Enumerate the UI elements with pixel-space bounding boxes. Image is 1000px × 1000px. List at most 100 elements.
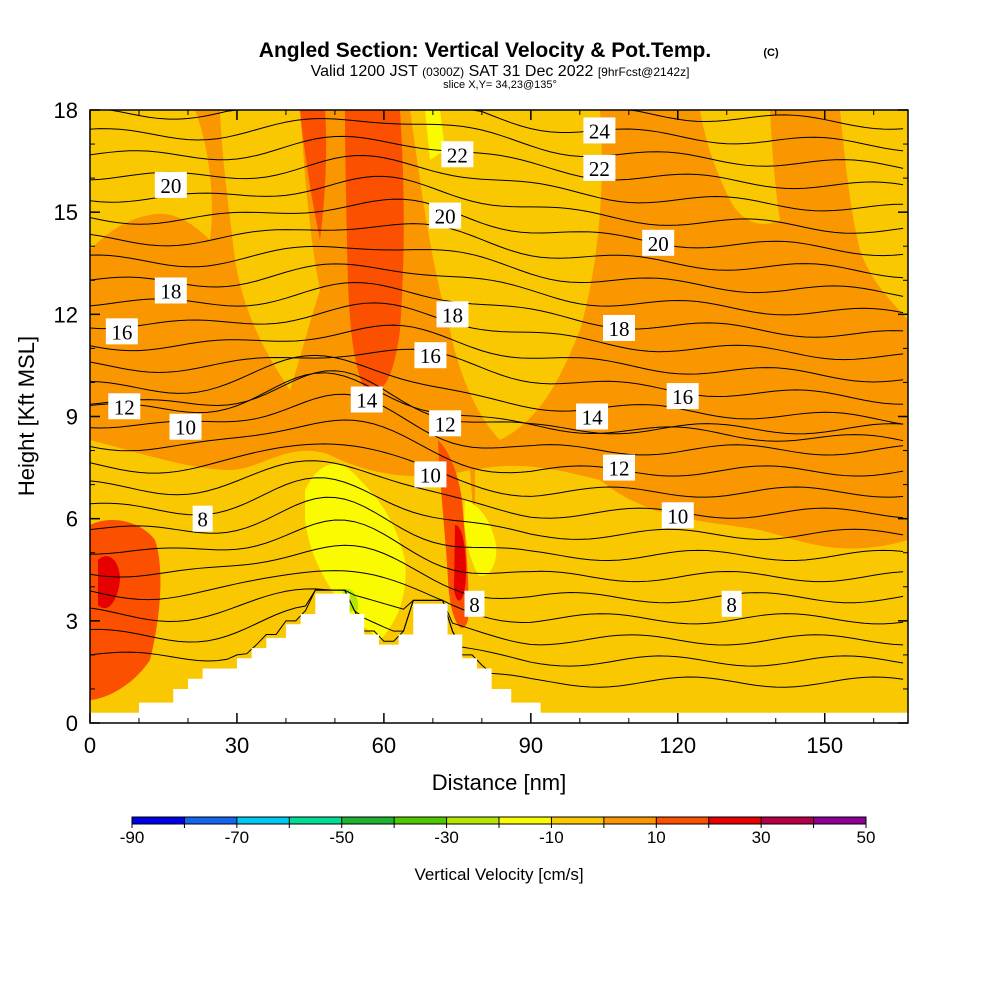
contour-label-box bbox=[105, 318, 138, 345]
pot-temp-isoline bbox=[90, 419, 904, 477]
colorbar-segment bbox=[446, 817, 500, 824]
x-axis-label: Distance [nm] bbox=[432, 770, 567, 795]
contour-label-box bbox=[414, 342, 447, 369]
colorbar-tick-label: 50 bbox=[857, 828, 876, 847]
contour-label-box bbox=[169, 413, 202, 440]
x-axis: 0 30 60 90 120 150 bbox=[84, 110, 875, 758]
contour-label: 18 bbox=[160, 279, 181, 303]
contour-label: 20 bbox=[648, 232, 669, 256]
pot-temp-isoline bbox=[90, 589, 904, 667]
contour-label-box bbox=[603, 454, 636, 481]
colorbar-segment bbox=[603, 817, 657, 824]
colorbar-segment bbox=[132, 817, 185, 824]
y-tick-label: 12 bbox=[54, 302, 78, 327]
contour-label-box bbox=[414, 461, 447, 488]
pot-temp-isoline bbox=[90, 519, 904, 583]
x-tick-label: 120 bbox=[659, 733, 696, 758]
downdraft-region bbox=[464, 500, 497, 576]
contour-label: 14 bbox=[356, 388, 378, 412]
contour-label-box bbox=[603, 314, 636, 341]
pot-temp-isoline bbox=[90, 443, 904, 498]
x-tick-label: 90 bbox=[519, 733, 543, 758]
pot-temp-isoline bbox=[90, 354, 904, 425]
pot-temp-isoline bbox=[90, 348, 904, 405]
updraft-region bbox=[345, 110, 404, 392]
contour-label: 10 bbox=[175, 416, 196, 440]
pot-temp-isoline bbox=[90, 263, 904, 316]
pot-temp-isoline bbox=[90, 282, 904, 338]
contour-label: 22 bbox=[447, 143, 468, 167]
colorbar-segment bbox=[551, 817, 605, 824]
downdraft-region bbox=[305, 463, 406, 640]
updraft-region bbox=[300, 110, 327, 240]
contour-label: 20 bbox=[435, 205, 456, 229]
y-tick-label: 0 bbox=[66, 711, 78, 736]
contour-labels: 2422222020201818181616161414121212101010… bbox=[105, 117, 742, 617]
y-tick-label: 3 bbox=[66, 609, 78, 634]
colorbar-tick-label: 10 bbox=[647, 828, 666, 847]
pot-temp-isoline bbox=[90, 372, 904, 442]
contour-label-box bbox=[350, 386, 383, 413]
contour-label-box bbox=[464, 590, 485, 617]
colorbar-segment bbox=[813, 817, 867, 824]
colorbar-tick-label: -50 bbox=[329, 828, 354, 847]
pot-temp-isoline bbox=[90, 588, 904, 646]
contour-label: 12 bbox=[609, 457, 630, 481]
pot-temp-isoline bbox=[90, 154, 904, 212]
pot-temp-isoline bbox=[90, 324, 904, 383]
pot-temp-isoline bbox=[90, 118, 904, 169]
pot-temp-isoline bbox=[90, 496, 904, 562]
pot-temp-isoline bbox=[90, 544, 904, 604]
contour-label: 16 bbox=[672, 385, 693, 409]
pot-temp-isoline bbox=[90, 589, 904, 688]
contour-label-box bbox=[666, 383, 699, 410]
colorbar-tick-label: -30 bbox=[434, 828, 459, 847]
contour-label: 10 bbox=[420, 463, 441, 487]
colorbar-tick-label: 30 bbox=[752, 828, 771, 847]
pot-temp-isoline bbox=[90, 198, 904, 257]
contour-label-box bbox=[429, 202, 462, 229]
y-tick-label: 6 bbox=[66, 507, 78, 532]
pot-temp-contours bbox=[90, 110, 904, 688]
colorbar-segment bbox=[394, 817, 447, 824]
pot-temp-isoline bbox=[90, 175, 904, 234]
colorbar-segment bbox=[341, 817, 395, 824]
chart-title: Angled Section: Vertical Velocity & Pot.… bbox=[259, 39, 711, 62]
contour-label: 18 bbox=[609, 317, 630, 341]
x-tick-label: 30 bbox=[225, 733, 249, 758]
pot-temp-isoline bbox=[90, 570, 904, 625]
pot-temp-isoline bbox=[90, 302, 904, 361]
pot-temp-isoline bbox=[90, 110, 904, 152]
pot-temp-isoline bbox=[90, 110, 904, 130]
colorbar: -90 -70 -50 -30 -10 10 30 50 bbox=[120, 816, 876, 847]
y-axis-label: Height [Kft MSL] bbox=[14, 336, 39, 496]
contour-label: 8 bbox=[197, 508, 208, 532]
strong-updraft-core bbox=[98, 556, 120, 609]
colorbar-segment bbox=[761, 817, 814, 824]
contour-label-box bbox=[661, 502, 694, 529]
contour-label: 14 bbox=[582, 406, 604, 430]
contour-label-box bbox=[108, 393, 141, 420]
terrain-mask bbox=[90, 593, 908, 723]
contour-label: 12 bbox=[114, 395, 135, 419]
contour-label-box bbox=[441, 141, 474, 168]
contour-label: 20 bbox=[160, 174, 181, 198]
downdraft-region bbox=[425, 110, 445, 160]
colorbar-segment bbox=[656, 817, 710, 824]
colorbar-segment bbox=[289, 817, 343, 824]
pot-temp-isoline bbox=[90, 393, 904, 456]
contour-label: 10 bbox=[667, 504, 688, 528]
colorbar-title: Vertical Velocity [cm/s] bbox=[414, 865, 583, 884]
colorbar-segment bbox=[184, 817, 238, 824]
plot-area bbox=[90, 110, 908, 723]
contour-label: 22 bbox=[589, 157, 610, 181]
contour-label: 8 bbox=[469, 593, 480, 617]
contour-label: 12 bbox=[435, 412, 456, 436]
contour-label-box bbox=[583, 117, 616, 144]
colorbar-tick-label: -10 bbox=[539, 828, 564, 847]
x-tick-label: 150 bbox=[806, 733, 843, 758]
pot-temp-isoline bbox=[90, 370, 904, 435]
chart-title-unit: (C) bbox=[763, 47, 779, 59]
contour-label-box bbox=[429, 410, 462, 437]
